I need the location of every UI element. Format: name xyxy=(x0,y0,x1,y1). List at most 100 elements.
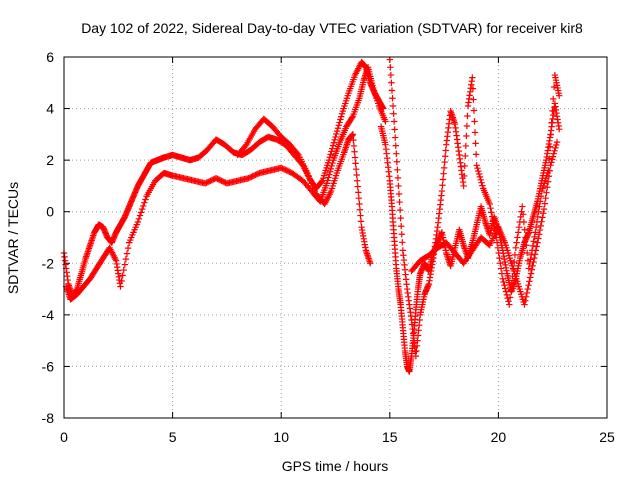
data-point xyxy=(389,102,397,110)
plot-frame xyxy=(63,56,608,419)
series-5 xyxy=(386,56,563,360)
data-point xyxy=(471,118,478,125)
data-point xyxy=(124,244,132,252)
data-point xyxy=(526,274,534,281)
data-point xyxy=(323,180,331,187)
data-point xyxy=(356,200,363,208)
data-point xyxy=(506,301,513,308)
data-point xyxy=(438,187,446,195)
data-point xyxy=(551,147,558,154)
series-6 xyxy=(408,138,561,308)
data-point xyxy=(545,173,553,180)
data-point xyxy=(382,118,389,125)
data-point xyxy=(390,110,397,117)
data-point xyxy=(526,278,533,285)
data-point xyxy=(547,162,554,169)
data-point xyxy=(525,282,532,289)
data-point xyxy=(498,270,506,277)
data-point xyxy=(242,142,249,150)
data-point xyxy=(513,239,520,246)
data-point xyxy=(393,150,400,157)
data-point xyxy=(350,142,358,150)
data-point xyxy=(534,239,541,246)
data-point xyxy=(441,153,449,160)
data-point xyxy=(367,260,374,267)
data-point xyxy=(550,95,557,103)
data-point xyxy=(534,213,541,221)
y-tick-label: -8 xyxy=(42,410,55,426)
x-tick-label: 5 xyxy=(169,429,177,445)
data-point xyxy=(134,218,142,226)
data-point xyxy=(357,212,364,219)
data-point xyxy=(336,119,343,126)
data-point xyxy=(544,184,551,191)
data-point xyxy=(318,178,325,185)
data-point xyxy=(545,155,553,162)
data-point xyxy=(537,198,544,205)
data-point xyxy=(497,265,505,272)
data-point xyxy=(506,294,514,301)
x-axis-label: GPS time / hours xyxy=(282,458,389,474)
data-point xyxy=(464,112,471,120)
data-point xyxy=(398,231,405,238)
data-point xyxy=(528,251,535,259)
data-point xyxy=(525,265,533,272)
data-point xyxy=(503,291,511,299)
data-point xyxy=(460,182,467,190)
data-point xyxy=(395,190,403,198)
data-point xyxy=(472,151,480,158)
data-point xyxy=(493,239,501,246)
data-point xyxy=(325,174,332,181)
data-point xyxy=(122,255,130,263)
data-point xyxy=(138,205,146,213)
data-point xyxy=(388,79,395,86)
data-point xyxy=(294,150,301,157)
data-point xyxy=(357,218,365,225)
data-point xyxy=(550,150,557,157)
data-point xyxy=(393,158,401,165)
data-point xyxy=(117,283,124,290)
data-point xyxy=(519,211,527,218)
series-1 xyxy=(60,58,387,301)
data-point xyxy=(141,199,148,206)
data-point xyxy=(327,165,335,173)
data-point xyxy=(556,92,563,99)
data-point xyxy=(522,293,530,301)
data-point xyxy=(462,152,469,160)
data-point xyxy=(137,209,145,216)
data-point xyxy=(356,206,364,213)
data-point xyxy=(439,176,447,183)
y-tick-labels: -8 -6 -4 -2 0 2 4 6 xyxy=(42,49,55,426)
data-point xyxy=(548,119,555,126)
data-point xyxy=(387,71,395,79)
data-point xyxy=(330,139,338,146)
data-point xyxy=(324,177,331,184)
data-point xyxy=(350,136,357,144)
data-point xyxy=(354,177,361,184)
x-tick-label: 20 xyxy=(491,429,507,445)
data-point xyxy=(469,74,476,81)
data-point xyxy=(556,126,563,133)
data-point xyxy=(352,160,359,167)
y-tick-label: 2 xyxy=(46,152,54,168)
data-point xyxy=(495,249,502,257)
data-point xyxy=(536,226,544,234)
data-point xyxy=(519,203,526,210)
data-point xyxy=(553,141,560,149)
data-point xyxy=(515,223,523,231)
data-point xyxy=(505,298,512,305)
data-point xyxy=(535,235,542,242)
data-point xyxy=(394,166,401,174)
data-point xyxy=(499,275,506,282)
data-point xyxy=(501,285,509,292)
data-point xyxy=(497,260,504,267)
data-point xyxy=(541,200,549,207)
data-point xyxy=(512,244,519,252)
data-point xyxy=(471,129,479,136)
data-point xyxy=(477,176,484,184)
data-point xyxy=(547,131,554,138)
data-point xyxy=(355,194,363,202)
data-point xyxy=(478,179,485,186)
data-point xyxy=(326,154,333,161)
data-point xyxy=(523,242,530,249)
